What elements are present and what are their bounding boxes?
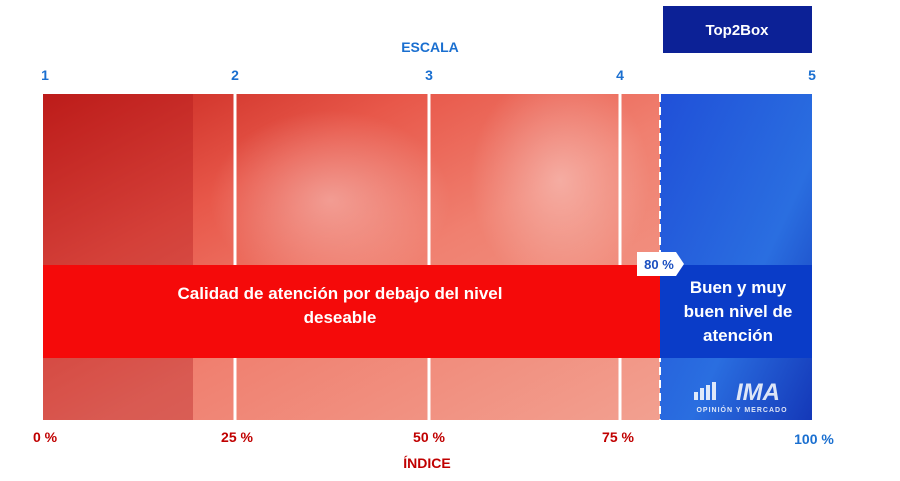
logo-mark: IMA bbox=[736, 379, 780, 406]
photo-light bbox=[470, 70, 650, 290]
photo-blue bbox=[660, 94, 812, 420]
logo: IMA OPINIÓN Y MERCADO bbox=[694, 379, 787, 414]
index-label: 50 % bbox=[413, 429, 445, 445]
band-above-text: Buen y muy buen nivel de atención bbox=[683, 278, 793, 345]
scale-label: 3 bbox=[425, 67, 433, 83]
band-above-box: Buen y muy buen nivel de atención bbox=[683, 278, 793, 345]
badge bbox=[663, 6, 812, 53]
scale-label: 2 bbox=[231, 67, 239, 83]
index-label: 0 % bbox=[33, 429, 58, 445]
scale-title: ESCALA bbox=[401, 39, 459, 55]
logo-tagline: OPINIÓN Y MERCADO bbox=[696, 405, 787, 414]
band-above bbox=[660, 265, 812, 358]
index-label: 100 % bbox=[794, 431, 834, 447]
threshold-label: 80 % bbox=[644, 257, 674, 272]
band-below-text: Calidad de atención por debajo del nivel… bbox=[177, 284, 503, 327]
threshold-marker bbox=[637, 252, 684, 276]
photo-shadow bbox=[43, 94, 193, 420]
scale-label: 4 bbox=[616, 67, 624, 83]
band-below-box: Calidad de atención por debajo del nivel… bbox=[177, 284, 503, 327]
photo-light bbox=[210, 110, 450, 290]
index-label: 75 % bbox=[602, 429, 634, 445]
scale-label: 5 bbox=[808, 67, 816, 83]
scale-label: 1 bbox=[41, 67, 49, 83]
band-below bbox=[43, 265, 660, 358]
badge-text: Top2Box bbox=[705, 22, 769, 39]
index-title: ÍNDICE bbox=[403, 455, 450, 471]
index-label: 25 % bbox=[221, 429, 253, 445]
